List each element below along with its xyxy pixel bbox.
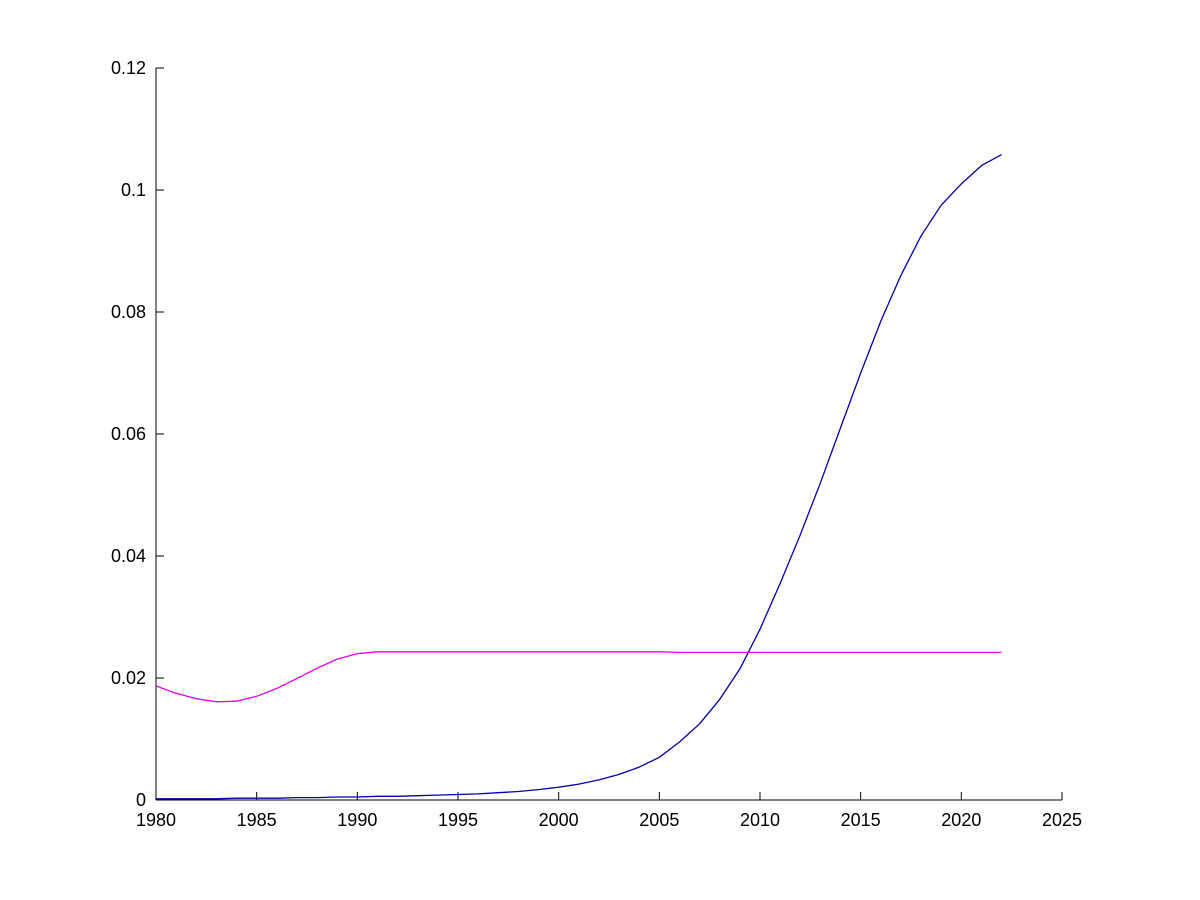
- x-tick-label: 2000: [539, 810, 579, 830]
- x-tick-label: 1990: [337, 810, 377, 830]
- x-tick-label: 2015: [841, 810, 881, 830]
- x-tick-label: 2020: [941, 810, 981, 830]
- y-tick-label: 0: [136, 790, 146, 810]
- x-tick-label: 2010: [740, 810, 780, 830]
- x-tick-label: 1985: [237, 810, 277, 830]
- series-line-magenta-flat-series: [155, 651, 1002, 703]
- y-tick-label: 0.12: [111, 58, 146, 78]
- y-tick-label: 0.1: [121, 180, 146, 200]
- series-line-blue-sigmoid-series: [156, 154, 1002, 800]
- x-tick-label: 2005: [639, 810, 679, 830]
- y-tick-label: 0.06: [111, 424, 146, 444]
- y-tick-label: 0.04: [111, 546, 146, 566]
- y-tick-label: 0.08: [111, 302, 146, 322]
- x-tick-label: 1980: [136, 810, 176, 830]
- x-tick-label: 1995: [438, 810, 478, 830]
- x-tick-label: 2025: [1042, 810, 1082, 830]
- y-tick-label: 0.02: [111, 668, 146, 688]
